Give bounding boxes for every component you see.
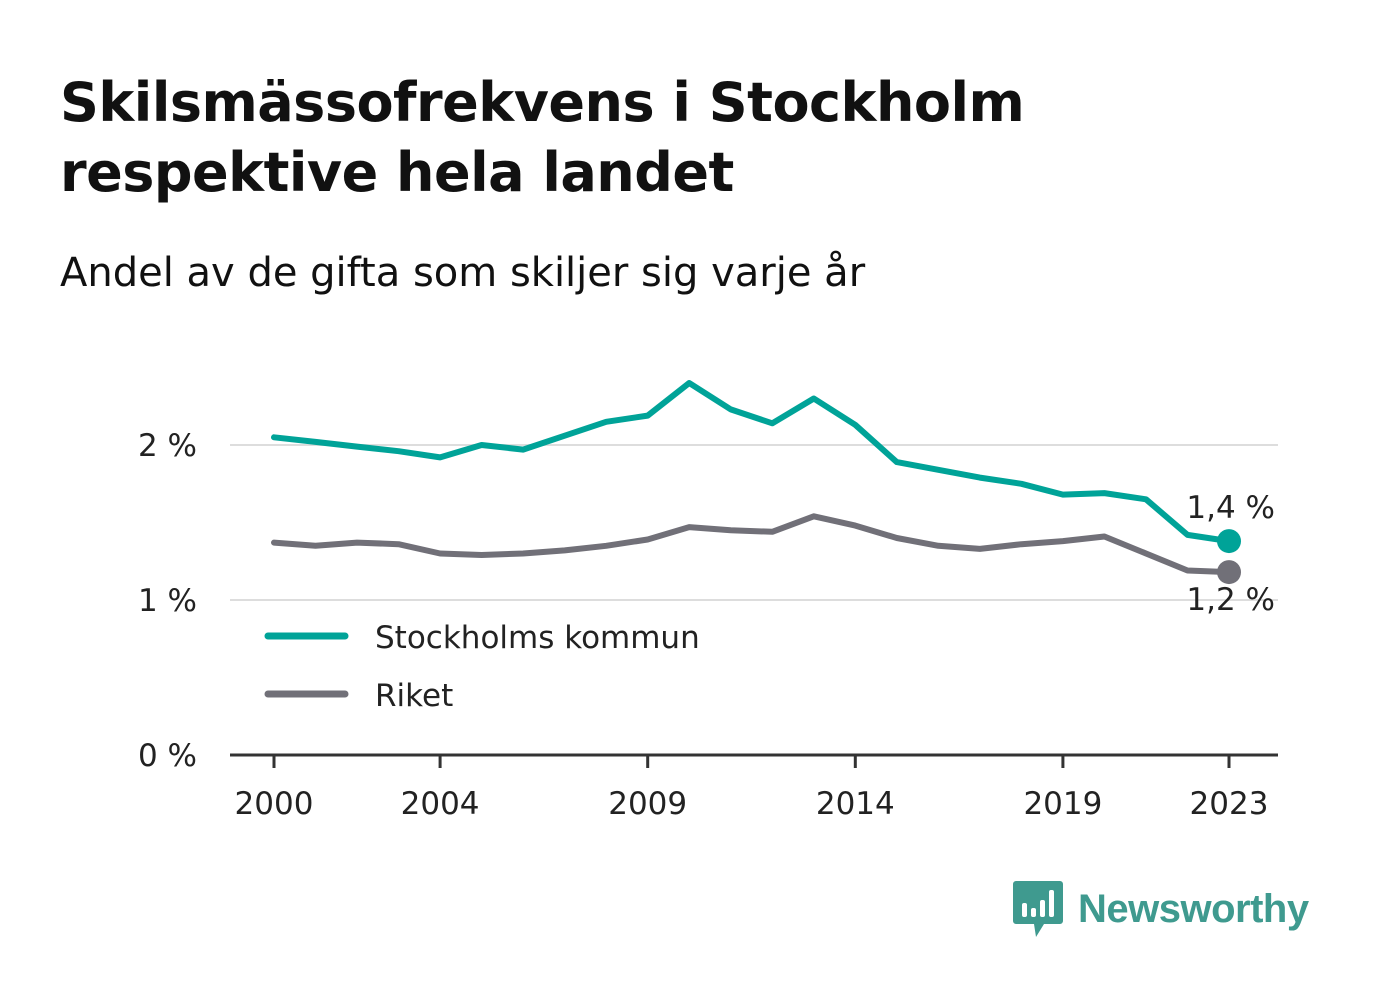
series-line [271, 513, 1232, 576]
y-tick-label: 2 % [138, 428, 197, 464]
series-end-label: 1,2 % [1186, 582, 1275, 618]
brand-name: Newsworthy [1078, 886, 1309, 931]
bar-chart-bubble-icon [1013, 881, 1063, 937]
x-tick-label: 2023 [1190, 786, 1269, 822]
series-end-label: 1,4 % [1186, 490, 1275, 526]
series-line [271, 380, 1232, 545]
x-tick-label: 2000 [235, 786, 314, 822]
x-tick-label: 2019 [1023, 786, 1102, 822]
chart-title: Skilsmässofrekvens i Stockholm respektiv… [60, 71, 1025, 204]
brand-logo: Newsworthy [1012, 878, 1309, 940]
legend-label: Stockholms kommun [375, 620, 700, 656]
series-end-point [1217, 560, 1241, 585]
legend-label: Riket [375, 678, 453, 714]
chart-subtitle: Andel av de gifta som skiljer sig varje … [60, 250, 866, 296]
series-end-point [1217, 529, 1241, 554]
x-tick-label: 2004 [401, 786, 480, 822]
y-tick-label: 1 % [138, 583, 197, 619]
y-tick-label: 0 % [138, 738, 197, 774]
x-tick-label: 2009 [608, 786, 687, 822]
x-tick-label: 2014 [816, 786, 895, 822]
